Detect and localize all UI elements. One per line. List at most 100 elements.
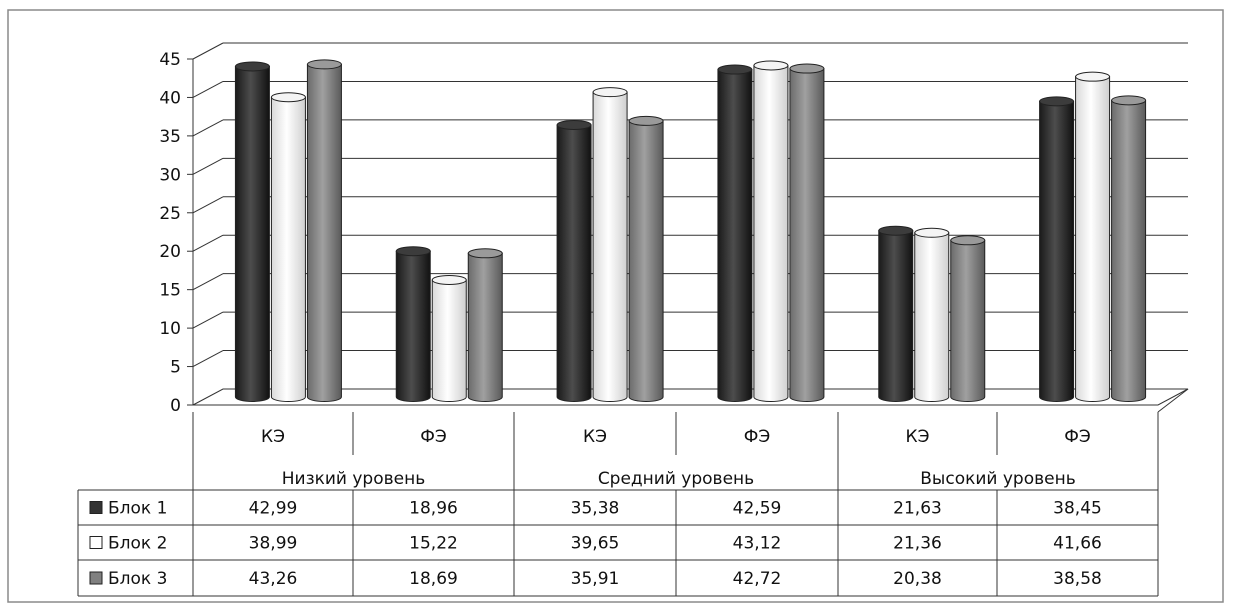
y-tick-label: 20 — [159, 242, 181, 262]
data-label: 35,38 — [571, 499, 620, 519]
data-label: 43,26 — [249, 569, 298, 589]
bar-блок-1-5 — [878, 225, 914, 402]
y-tick-label: 10 — [159, 319, 181, 339]
floor — [192, 388, 1189, 406]
bar-блок-3-3 — [628, 115, 664, 402]
data-label: 41,66 — [1053, 534, 1102, 554]
bar-top — [717, 64, 753, 75]
gridline-side — [192, 42, 224, 60]
data-label: 42,72 — [733, 569, 782, 589]
legend-label: Блок 2 — [108, 534, 167, 554]
bar-блок-2-6 — [1075, 71, 1111, 402]
y-tick-label: 15 — [159, 281, 181, 301]
y-tick-label: 45 — [159, 50, 181, 70]
bar-блок-1-4 — [717, 64, 753, 402]
bar-блок-2-4 — [753, 60, 789, 402]
y-tick-label: 30 — [159, 165, 181, 185]
bar-top — [1075, 71, 1111, 82]
y-tick-label: 0 — [170, 396, 181, 416]
bar-body — [431, 279, 467, 402]
bar-body — [950, 239, 986, 402]
bar-блок-3-4 — [789, 63, 825, 402]
bar-top — [395, 246, 431, 257]
bar-body — [878, 230, 914, 402]
bar-body — [1111, 99, 1147, 402]
bar-top — [306, 59, 342, 70]
bar-блок-2-3 — [592, 87, 628, 402]
x-category-label: ФЭ — [420, 427, 447, 447]
gridline-side — [192, 234, 224, 252]
bar-блок-3-2 — [467, 248, 503, 402]
legend-key-2 — [89, 536, 103, 549]
bar-top — [234, 61, 270, 72]
y-tick-label: 35 — [159, 127, 181, 147]
bar-top — [950, 235, 986, 246]
legend-label: Блок 3 — [108, 569, 167, 589]
bar-top — [270, 92, 306, 103]
data-label: 42,99 — [249, 499, 298, 519]
bar-body — [628, 120, 664, 402]
x-category-label: КЭ — [261, 427, 285, 447]
y-tick-label: 5 — [170, 358, 181, 378]
bar-блок-3-5 — [950, 235, 986, 402]
bar-блок-1-6 — [1039, 96, 1075, 402]
bar-body — [914, 232, 950, 402]
legend-label: Блок 1 — [108, 499, 167, 519]
data-label: 38,45 — [1053, 499, 1102, 519]
data-label: 18,69 — [409, 569, 458, 589]
y-tick-label: 25 — [159, 204, 181, 224]
bar-top — [556, 119, 592, 130]
gridline-side — [192, 273, 224, 291]
data-label: 38,58 — [1053, 569, 1102, 589]
y-tick-label: 40 — [159, 88, 181, 108]
bar-body — [395, 250, 431, 402]
bar-top — [789, 63, 825, 74]
data-label: 35,91 — [571, 569, 620, 589]
bar-top — [592, 87, 628, 98]
bar-body — [556, 124, 592, 402]
x-category-label: ФЭ — [1064, 427, 1091, 447]
y-axis-tick-labels: 0 5 10 15 20 25 30 35 40 45 — [159, 50, 181, 416]
data-label: 39,65 — [571, 534, 620, 554]
bar-body — [1075, 76, 1111, 402]
bar-body — [592, 91, 628, 402]
x-group-label: Низкий уровень — [282, 469, 426, 489]
legend-key-1 — [89, 501, 103, 514]
bar-блок-1-3 — [556, 119, 592, 402]
gridline-side — [192, 157, 224, 175]
data-label: 15,22 — [409, 534, 458, 554]
data-label: 21,36 — [893, 534, 942, 554]
bar-body — [306, 63, 342, 402]
data-table: КЭ ФЭ КЭ ФЭ КЭ ФЭ Низкий уровень Средний уровен… — [77, 388, 1189, 597]
gridline-side — [192, 119, 224, 137]
x-group-label: Высокий уровень — [920, 469, 1075, 489]
data-label: 21,63 — [893, 499, 942, 519]
bar-body — [717, 69, 753, 402]
data-label: 38,99 — [249, 534, 298, 554]
x-group-label: Средний уровень — [598, 469, 754, 489]
bar-body — [789, 68, 825, 402]
floor-edge — [1157, 388, 1189, 413]
legend-key-3 — [89, 571, 103, 585]
bar-top — [753, 60, 789, 71]
bar-блок-1-2 — [395, 246, 431, 402]
x-category-label: КЭ — [583, 427, 607, 447]
bar-body — [467, 252, 503, 402]
bar-блок-2-2 — [431, 274, 467, 402]
bar-body — [270, 96, 306, 402]
gridline-side — [192, 350, 224, 367]
data-label: 20,38 — [893, 569, 942, 589]
bar-top — [914, 227, 950, 238]
bar-body — [234, 65, 270, 402]
bar-top — [1111, 95, 1147, 106]
gridline-side — [192, 81, 224, 98]
bar-top — [431, 274, 467, 285]
bar-блок-2-1 — [270, 92, 306, 402]
bar-body — [753, 64, 789, 402]
bar-блок-1-1 — [234, 61, 270, 402]
data-label: 18,96 — [409, 499, 458, 519]
bar-блок-3-6 — [1111, 95, 1147, 402]
data-label: 42,59 — [733, 499, 782, 519]
gridline-side — [192, 311, 224, 329]
